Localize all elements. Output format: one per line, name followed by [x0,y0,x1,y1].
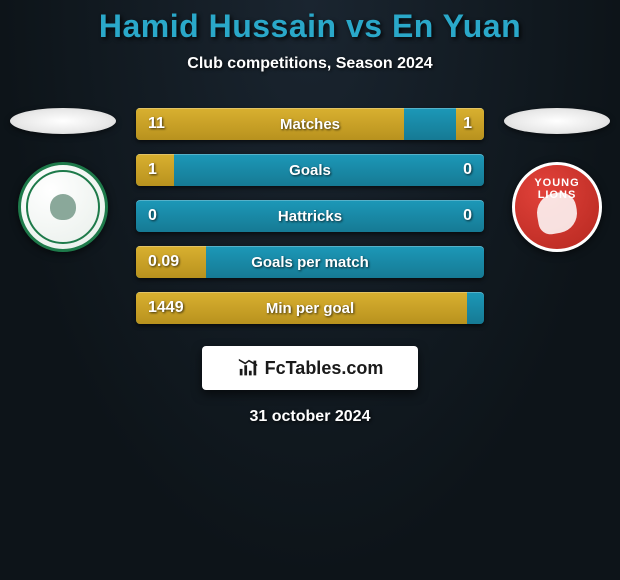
player-avatar-placeholder-left [10,108,116,134]
comparison-card: Hamid Hussain vs En Yuan Club competitio… [0,0,620,426]
club-badge-right-text: YOUNG LIONS [515,177,599,201]
stat-right-value: 0 [426,161,484,179]
brand-text: FcTables.com [265,358,384,379]
brand-box[interactable]: FcTables.com [202,346,418,390]
main-row: 11Matches11Goals00Hattricks00.09Goals pe… [0,108,620,324]
date-line: 31 october 2024 [0,408,620,426]
right-player-column: YOUNG LIONS [502,108,612,252]
stat-label: Goals per match [194,254,426,271]
stat-bar: 1Goals0 [136,154,484,186]
player-avatar-placeholder-right [504,108,610,134]
stat-left-value: 1449 [136,299,194,317]
stat-bar: 0.09Goals per match [136,246,484,278]
stat-bars-column: 11Matches11Goals00Hattricks00.09Goals pe… [136,108,484,324]
stat-left-value: 0.09 [136,253,194,271]
page-title: Hamid Hussain vs En Yuan [0,8,620,45]
stat-left-value: 1 [136,161,194,179]
stat-right-value: 0 [426,207,484,225]
club-badge-left [18,162,108,252]
stat-left-value: 0 [136,207,194,225]
stat-label: Hattricks [194,208,426,225]
club-badge-right: YOUNG LIONS [512,162,602,252]
stat-label: Goals [194,162,426,179]
page-subtitle: Club competitions, Season 2024 [0,55,620,73]
left-player-column [8,108,118,252]
stat-bar: 0Hattricks0 [136,200,484,232]
brand-chart-icon [237,357,259,379]
stat-bar: 11Matches1 [136,108,484,140]
stat-right-value: 1 [426,115,484,133]
stat-label: Matches [194,116,426,133]
stat-label: Min per goal [194,300,426,317]
stat-left-value: 11 [136,115,194,133]
stat-bar: 1449Min per goal [136,292,484,324]
